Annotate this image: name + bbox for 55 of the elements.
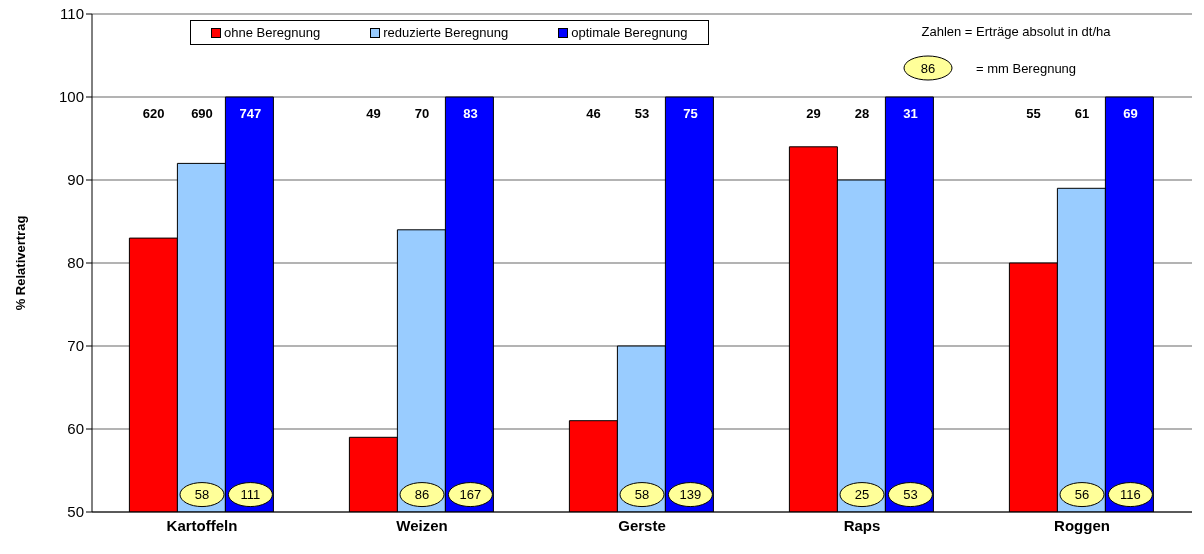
annotation: 29 [806, 106, 821, 122]
annotation: 58 [194, 487, 210, 503]
y-tick-label: 70 [67, 337, 84, 355]
annotation: 58 [634, 487, 650, 503]
legend-label: ohne Beregnung [223, 25, 321, 40]
annotation: 111 [240, 487, 261, 503]
ellipse-badge: 139 [667, 482, 713, 508]
annotation: 53 [903, 487, 918, 503]
annotation: 28 [854, 106, 870, 122]
annotation: 53 [634, 106, 650, 122]
annotation: 25 [854, 487, 870, 503]
y-tick-label: 100 [58, 88, 84, 106]
annotation: 70 [414, 106, 430, 122]
annotation: 69 [1123, 106, 1138, 122]
y-axis-title: % Relativertrag [12, 215, 28, 311]
annotation: 86 [920, 60, 936, 76]
ellipse-badge: 58 [179, 482, 225, 508]
annotation: 83 [463, 106, 478, 122]
annotation: 86 [414, 487, 430, 503]
annotation: 620 [142, 106, 165, 122]
annotation: 31 [903, 106, 918, 122]
annotation: 167 [459, 487, 482, 503]
ellipse-badge: 86 [903, 55, 953, 81]
y-tick-label: 50 [67, 503, 84, 521]
x-tick-label: Kartoffeln [166, 516, 238, 534]
annotation: 139 [679, 487, 702, 503]
ellipse-badge: 86 [399, 482, 445, 508]
y-tick-label: 80 [67, 254, 84, 272]
ellipse-badge: 25 [839, 482, 885, 508]
x-tick-label: Roggen [1054, 516, 1110, 534]
ellipse-badge: 116 [1107, 482, 1153, 508]
legend-label: reduzierte Beregnung [382, 25, 509, 40]
annotation: 49 [366, 106, 381, 122]
annotation: = mm Beregnung [976, 60, 1077, 76]
ellipse-badge: 58 [619, 482, 665, 508]
annotation: 46 [586, 106, 601, 122]
x-tick-label: Raps [843, 516, 881, 534]
ellipse-badge: 167 [447, 482, 493, 508]
annotation: 690 [191, 106, 213, 122]
annotation: 61 [1074, 106, 1090, 122]
annotation: Zahlen = Erträge absolut in dt/ha [921, 24, 1112, 39]
y-tick-label: 110 [60, 5, 84, 23]
ellipse-badge: 56 [1059, 482, 1105, 508]
annotation: 56 [1074, 487, 1090, 503]
annotation: 747 [239, 106, 262, 122]
y-tick-label: 60 [67, 420, 84, 438]
annotation: 116 [1120, 487, 1141, 503]
x-tick-label: Weizen [396, 516, 448, 534]
ellipse-badge: 111 [227, 482, 273, 508]
legend-label: optimale Beregnung [570, 25, 688, 40]
ellipse-badge: 53 [887, 482, 933, 508]
y-tick-label: 90 [67, 171, 84, 189]
annotation: 55 [1026, 106, 1041, 122]
x-tick-label: Gerste [618, 516, 666, 534]
annotation: 75 [683, 106, 698, 122]
